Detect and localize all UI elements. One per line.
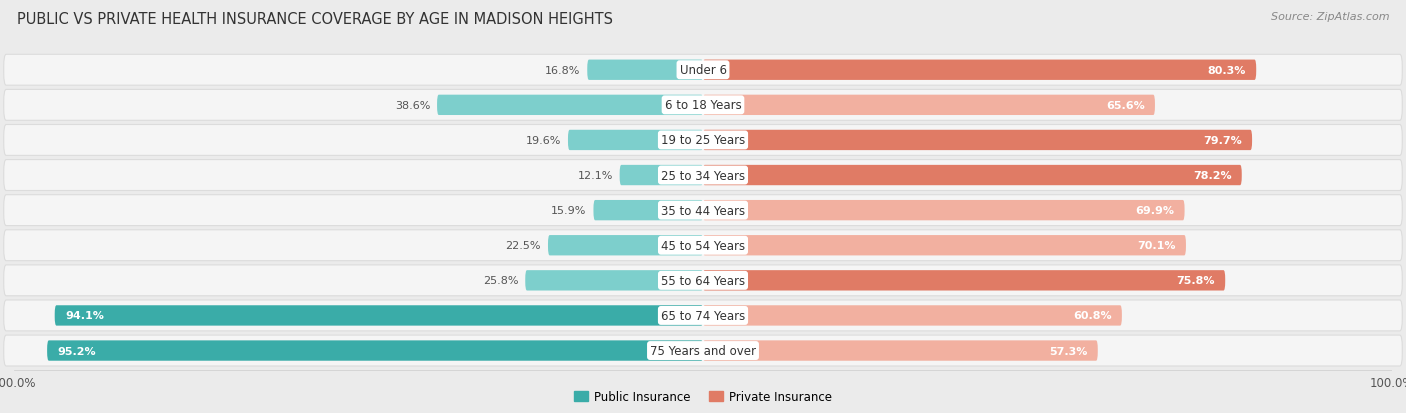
FancyBboxPatch shape: [437, 95, 703, 116]
Text: 55 to 64 Years: 55 to 64 Years: [661, 274, 745, 287]
FancyBboxPatch shape: [703, 341, 1098, 361]
Text: PUBLIC VS PRIVATE HEALTH INSURANCE COVERAGE BY AGE IN MADISON HEIGHTS: PUBLIC VS PRIVATE HEALTH INSURANCE COVER…: [17, 12, 613, 27]
Text: 60.8%: 60.8%: [1073, 311, 1112, 320]
Text: 69.9%: 69.9%: [1135, 206, 1174, 216]
Text: 35 to 44 Years: 35 to 44 Years: [661, 204, 745, 217]
FancyBboxPatch shape: [703, 131, 1253, 151]
Text: 65 to 74 Years: 65 to 74 Years: [661, 309, 745, 322]
Text: 80.3%: 80.3%: [1208, 66, 1246, 76]
Text: 19 to 25 Years: 19 to 25 Years: [661, 134, 745, 147]
FancyBboxPatch shape: [4, 265, 1402, 296]
Text: 6 to 18 Years: 6 to 18 Years: [665, 99, 741, 112]
FancyBboxPatch shape: [703, 271, 1225, 291]
Text: 75 Years and over: 75 Years and over: [650, 344, 756, 357]
FancyBboxPatch shape: [4, 55, 1402, 86]
FancyBboxPatch shape: [568, 131, 703, 151]
FancyBboxPatch shape: [4, 300, 1402, 331]
Text: 15.9%: 15.9%: [551, 206, 586, 216]
FancyBboxPatch shape: [4, 335, 1402, 366]
Text: 22.5%: 22.5%: [506, 241, 541, 251]
Text: 79.7%: 79.7%: [1204, 135, 1241, 146]
Text: 12.1%: 12.1%: [578, 171, 613, 180]
Text: 25 to 34 Years: 25 to 34 Years: [661, 169, 745, 182]
FancyBboxPatch shape: [703, 95, 1154, 116]
FancyBboxPatch shape: [703, 235, 1185, 256]
Text: 45 to 54 Years: 45 to 54 Years: [661, 239, 745, 252]
FancyBboxPatch shape: [548, 235, 703, 256]
Text: 25.8%: 25.8%: [482, 275, 519, 286]
Text: 19.6%: 19.6%: [526, 135, 561, 146]
Text: 57.3%: 57.3%: [1049, 346, 1087, 356]
FancyBboxPatch shape: [703, 306, 1122, 326]
Text: 75.8%: 75.8%: [1177, 275, 1215, 286]
Text: 70.1%: 70.1%: [1137, 241, 1175, 251]
FancyBboxPatch shape: [4, 230, 1402, 261]
Text: 16.8%: 16.8%: [546, 66, 581, 76]
FancyBboxPatch shape: [588, 60, 703, 81]
Text: 95.2%: 95.2%: [58, 346, 96, 356]
Text: 78.2%: 78.2%: [1192, 171, 1232, 180]
Text: Under 6: Under 6: [679, 64, 727, 77]
Legend: Public Insurance, Private Insurance: Public Insurance, Private Insurance: [569, 385, 837, 408]
FancyBboxPatch shape: [703, 200, 1185, 221]
FancyBboxPatch shape: [55, 306, 703, 326]
Text: 65.6%: 65.6%: [1107, 101, 1144, 111]
FancyBboxPatch shape: [620, 166, 703, 186]
Text: 94.1%: 94.1%: [65, 311, 104, 320]
FancyBboxPatch shape: [593, 200, 703, 221]
FancyBboxPatch shape: [4, 90, 1402, 121]
FancyBboxPatch shape: [526, 271, 703, 291]
FancyBboxPatch shape: [4, 125, 1402, 156]
Text: 38.6%: 38.6%: [395, 101, 430, 111]
FancyBboxPatch shape: [703, 60, 1256, 81]
FancyBboxPatch shape: [48, 341, 703, 361]
FancyBboxPatch shape: [703, 166, 1241, 186]
Text: Source: ZipAtlas.com: Source: ZipAtlas.com: [1271, 12, 1389, 22]
FancyBboxPatch shape: [4, 195, 1402, 226]
FancyBboxPatch shape: [4, 160, 1402, 191]
